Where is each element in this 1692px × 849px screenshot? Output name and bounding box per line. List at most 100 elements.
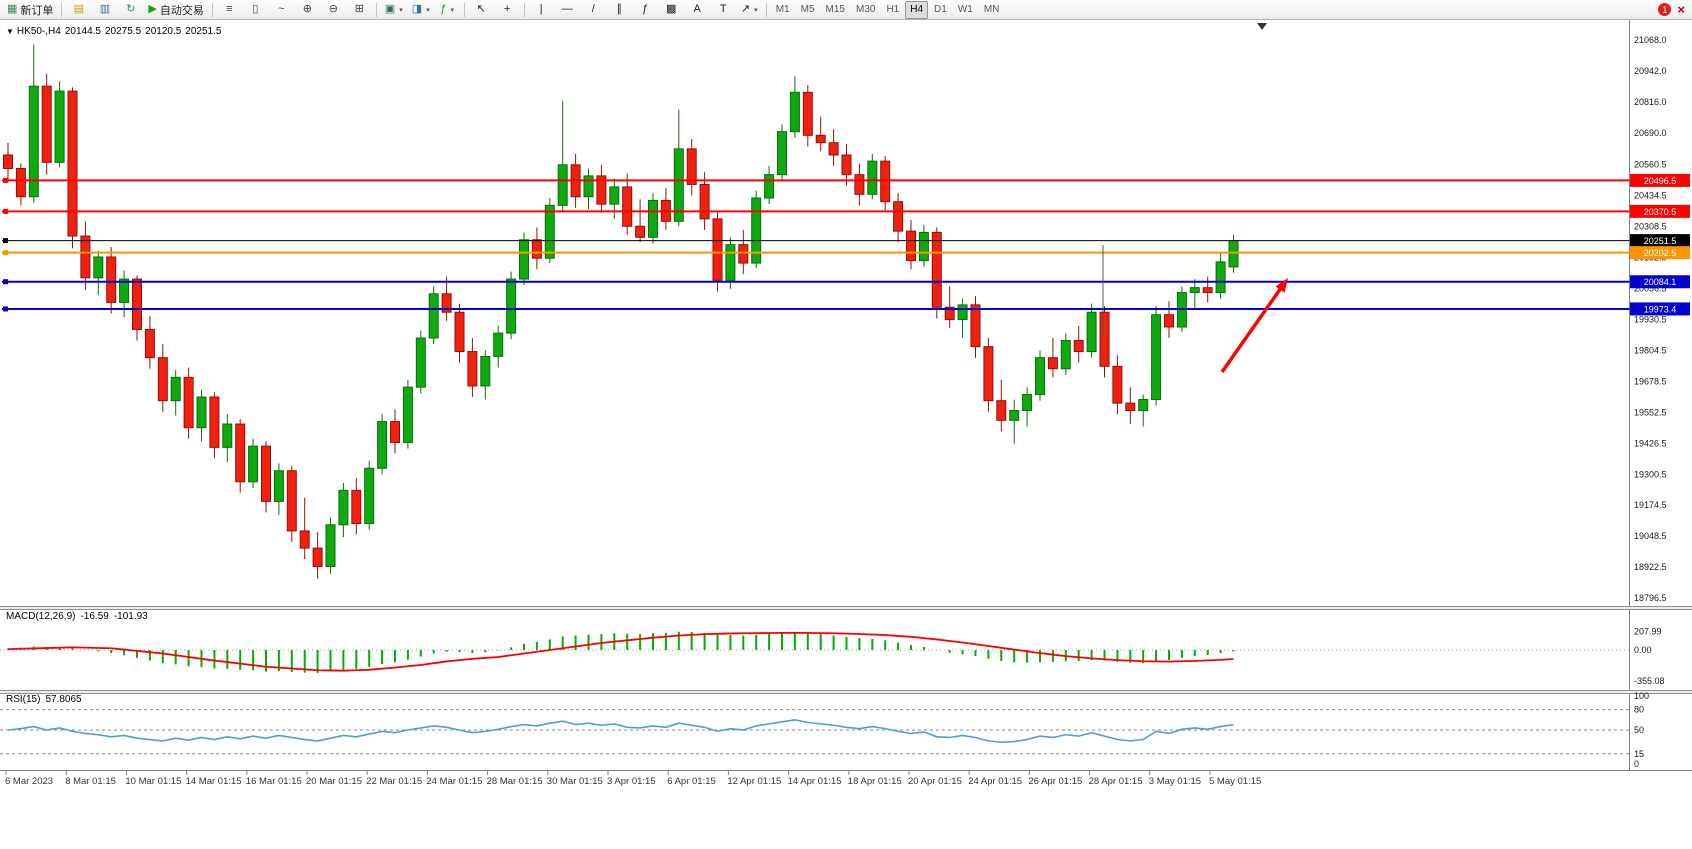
candle-body [364, 467, 375, 525]
indicators-button[interactable]: ƒ ▾ [435, 0, 460, 19]
line-anchor-marker[interactable] [3, 177, 8, 183]
new-chart-button[interactable]: ▣ ▾ [381, 0, 407, 19]
candle-body [67, 90, 78, 237]
candle-body [28, 85, 39, 198]
toolbar-separator [211, 2, 213, 17]
arrow-shaft [1220, 286, 1283, 374]
candle-body [480, 355, 491, 387]
time-axis-label: 28 Mar 01:15 [487, 776, 543, 787]
candle-body [1086, 311, 1097, 353]
time-axis-label: 6 Mar 2023 [5, 776, 53, 787]
candle-body [119, 278, 130, 303]
price-label-box [1630, 275, 1690, 289]
line-chart-button[interactable]: ~ [269, 0, 294, 19]
candle-body [222, 423, 233, 448]
text-label-button[interactable]: T [711, 0, 736, 19]
chart-canvas[interactable]: 21068.0 20942.0 20816.0 20690.0 20560.5 20434… [0, 20, 1692, 849]
macd-main-value: -16.59 [80, 611, 109, 622]
new-order-button[interactable]: ▦ 新订单 [3, 0, 57, 19]
shapes-button[interactable]: ▩ [659, 0, 684, 19]
arrows-button[interactable]: ↗ ▾ [737, 0, 762, 19]
macd-indicator-label: MACD(12,26,9) -16.59 -101.93 [6, 611, 148, 622]
candle-body [673, 148, 684, 222]
price-axis-label: 19048.5 [1634, 531, 1667, 541]
price-axis-label: 18922.5 [1634, 562, 1667, 572]
candle-body [1009, 410, 1020, 421]
trendline-button[interactable]: / [581, 0, 606, 19]
bar-chart-button[interactable]: ≡ [217, 0, 242, 19]
candle-body [957, 304, 968, 321]
auto-trading-icon: ▶ [148, 3, 157, 15]
trend-arrow-annotation[interactable] [1220, 278, 1288, 374]
timeframe-M5[interactable]: M5 [800, 4, 815, 15]
timeframe-H4[interactable]: H4 [905, 0, 929, 19]
notification-badge[interactable]: 1 [1658, 3, 1672, 16]
toolbar-separator [765, 2, 767, 17]
candle-body [1125, 402, 1136, 412]
arrows-icon: ↗ [740, 3, 751, 15]
candle-body [1228, 240, 1239, 268]
candle-body [557, 164, 568, 206]
chart-shift-marker[interactable] [1257, 23, 1267, 30]
candle-body [1035, 357, 1045, 396]
profiles-button[interactable]: ◨ ▾ [408, 0, 434, 19]
timeframe-M1[interactable]: M1 [775, 4, 790, 15]
line-anchor-marker[interactable] [3, 306, 8, 312]
charts-button[interactable]: ▤ [66, 0, 91, 19]
timeframe-D1[interactable]: D1 [934, 4, 947, 15]
toolbar: ▦ 新订单 ▤ ▥ ↻ ▶ 自动交易 ≡ ▯ ~ ⊕ ⊖ ⊞ ▣ ▾ ◨ ▾ ƒ ▾ ↖ + | — / ∥ ƒ ▩ A T ↗ ▾ M1 M… [0, 0, 1692, 20]
line-anchor-marker[interactable] [3, 250, 8, 256]
time-axis-label: 20 Apr 01:15 [908, 776, 962, 787]
line-anchor-marker[interactable] [3, 208, 8, 214]
vertical-line-icon: | [539, 3, 543, 15]
candlestick-chart-button[interactable]: ▯ [243, 0, 268, 19]
candle-body [777, 131, 787, 176]
rsi-axis-label: 15 [1634, 749, 1644, 759]
horizontal-lines: 20496.5 20370.5 20251.5 20202.5 20084.1 19973… [2, 173, 1690, 316]
price-label-box-text: 20202.5 [1644, 248, 1677, 258]
vertical-line-button[interactable]: | [529, 0, 554, 19]
candle-body [764, 174, 775, 199]
tile-windows-button[interactable]: ⊞ [347, 0, 372, 19]
candle-body [325, 524, 336, 568]
panel-divider[interactable] [0, 690, 1692, 694]
candle-body [415, 337, 426, 388]
refresh-icon: ↻ [126, 3, 136, 15]
candle-body [1073, 339, 1084, 353]
symbol-collapse-icon[interactable]: ▼ [6, 27, 14, 36]
horizontal-line-button[interactable]: — [555, 0, 580, 19]
fibonacci-icon: ƒ [642, 3, 649, 15]
price-axis-label: 18796.5 [1634, 593, 1667, 603]
time-axis-label: 26 Apr 01:15 [1028, 776, 1082, 787]
price-axis-label: 20056.5 [1634, 284, 1667, 294]
line-anchor-marker[interactable] [3, 279, 8, 285]
channel-button[interactable]: ∥ [607, 0, 632, 19]
price-axis-label: 19300.5 [1634, 469, 1667, 479]
candle-body [609, 186, 620, 205]
zoom-out-button[interactable]: ⊖ [321, 0, 346, 19]
text-button[interactable]: A [685, 0, 710, 19]
zoom-in-button[interactable]: ⊕ [295, 0, 320, 19]
timeframe-MN[interactable]: MN [983, 4, 1000, 15]
cursor-button[interactable]: ↖ [469, 0, 494, 19]
timeframe-W1[interactable]: W1 [957, 4, 973, 15]
close-icon[interactable]: × [1677, 2, 1685, 17]
candle-body [931, 231, 942, 308]
chevron-down-icon: ▾ [399, 6, 403, 14]
crosshair-button[interactable]: + [495, 0, 520, 19]
candle-body [635, 225, 646, 238]
line-anchor-marker[interactable] [3, 238, 8, 244]
fibonacci-button[interactable]: ƒ [633, 0, 658, 19]
auto-trading-button[interactable]: ▶ 自动交易 [144, 0, 207, 19]
panel-divider[interactable] [0, 606, 1692, 610]
timeframe-M30[interactable]: M30 [855, 4, 876, 15]
market-watch-button[interactable]: ▥ [92, 0, 117, 19]
candlestick-chart-icon: ▯ [252, 3, 259, 15]
auto-trading-button-label: 自动交易 [159, 4, 204, 17]
refresh-button[interactable]: ↻ [118, 0, 143, 19]
low-value: 20120.5 [145, 26, 182, 37]
timeframe-H1[interactable]: H1 [886, 4, 900, 15]
candle-body [544, 204, 555, 259]
candle-body [1189, 287, 1200, 294]
timeframe-M15[interactable]: M15 [825, 4, 845, 15]
